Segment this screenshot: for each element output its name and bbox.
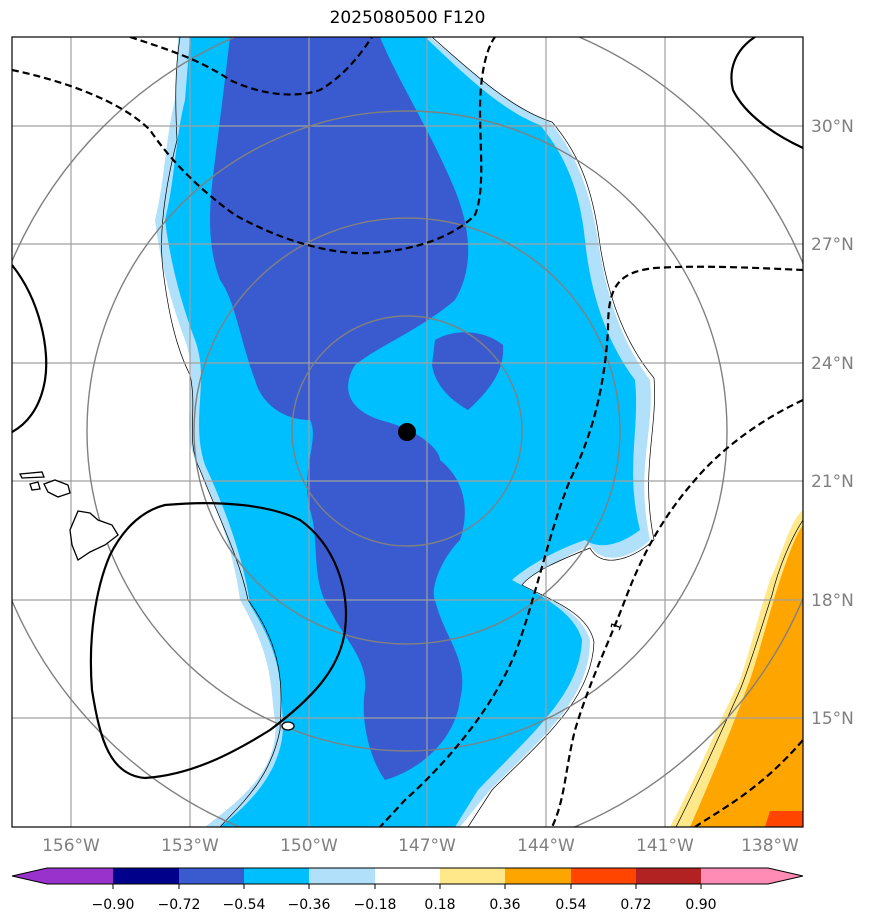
lat-label-27n: 27°N [811, 235, 854, 255]
solid-contours [12, 37, 803, 780]
shading-outline-right [431, 37, 655, 827]
colorbar-label-10: 0.90 [685, 897, 716, 913]
colorbar-bin-2 [113, 868, 179, 884]
colorbar-label-1: −0.90 [92, 897, 135, 913]
lon-label-156w: 156°W [42, 836, 100, 856]
shading-outline-orange [675, 519, 803, 827]
colorbar-label-9: 0.72 [620, 897, 651, 913]
dashed-contours [12, 37, 803, 827]
map-frame [11, 36, 804, 828]
lon-label-138w: 138°W [741, 836, 799, 856]
lon-label-141w: 141°W [636, 836, 694, 856]
colorbar-label-6: 0.18 [424, 897, 455, 913]
colorbar-extend-low [12, 868, 47, 884]
colorbar-bin-6 [375, 868, 440, 884]
storm-center-marker [398, 423, 416, 441]
lat-label-21n: 21°N [811, 472, 854, 492]
colorbar-outline [11, 867, 804, 885]
colorbar-bin-1 [47, 868, 113, 884]
range-circles [12, 37, 803, 827]
colorbar-bin-11 [701, 868, 768, 884]
shade-red-region [765, 811, 803, 827]
colorbar-bin-10 [636, 868, 701, 884]
lon-label-150w: 150°W [280, 836, 338, 856]
map-title: 2025080500 F120 [329, 8, 486, 28]
colorbar-bin-4 [244, 868, 309, 884]
colorbar-bin-8 [505, 868, 571, 884]
lon-label-153w: 153°W [161, 836, 219, 856]
lon-label-147w: 147°W [398, 836, 456, 856]
colorbar-label-4: −0.36 [288, 897, 331, 913]
colorbar-label-5: −0.18 [354, 897, 397, 913]
lat-label-18n: 18°N [811, 591, 854, 611]
colorbar-bin-7 [440, 868, 505, 884]
colorbar-bin-3 [179, 868, 244, 884]
shade-darkblue-region [210, 37, 469, 780]
colorbar-ticks [112, 884, 702, 889]
shade-darkblue-blob [432, 332, 504, 410]
lat-label-24n: 24°N [811, 354, 854, 374]
longitude-axis: 156°W 153°W 150°W 147°W 144°W 141°W 138°… [42, 836, 799, 856]
hawaii-islands [18, 471, 295, 731]
colorbar-label-7: 0.36 [489, 897, 520, 913]
lon-label-144w: 144°W [517, 836, 575, 856]
map-area: 1 [12, 37, 803, 827]
colorbar-extend-high [768, 868, 803, 884]
colorbar-label-3: −0.54 [223, 897, 266, 913]
colorbar-bin-5 [309, 868, 375, 884]
colorbar-label-2: −0.72 [158, 897, 201, 913]
shading-outline [161, 37, 282, 827]
lat-label-15n: 15°N [811, 709, 854, 729]
lat-label-30n: 30°N [811, 117, 854, 137]
colorbar: −0.90 −0.72 −0.54 −0.36 −0.18 0.18 0.36 … [11, 867, 804, 913]
colorbar-bin-9 [571, 868, 636, 884]
latitude-axis: 30°N 27°N 24°N 21°N 18°N 15°N [811, 117, 854, 729]
colorbar-label-8: 0.54 [555, 897, 586, 913]
